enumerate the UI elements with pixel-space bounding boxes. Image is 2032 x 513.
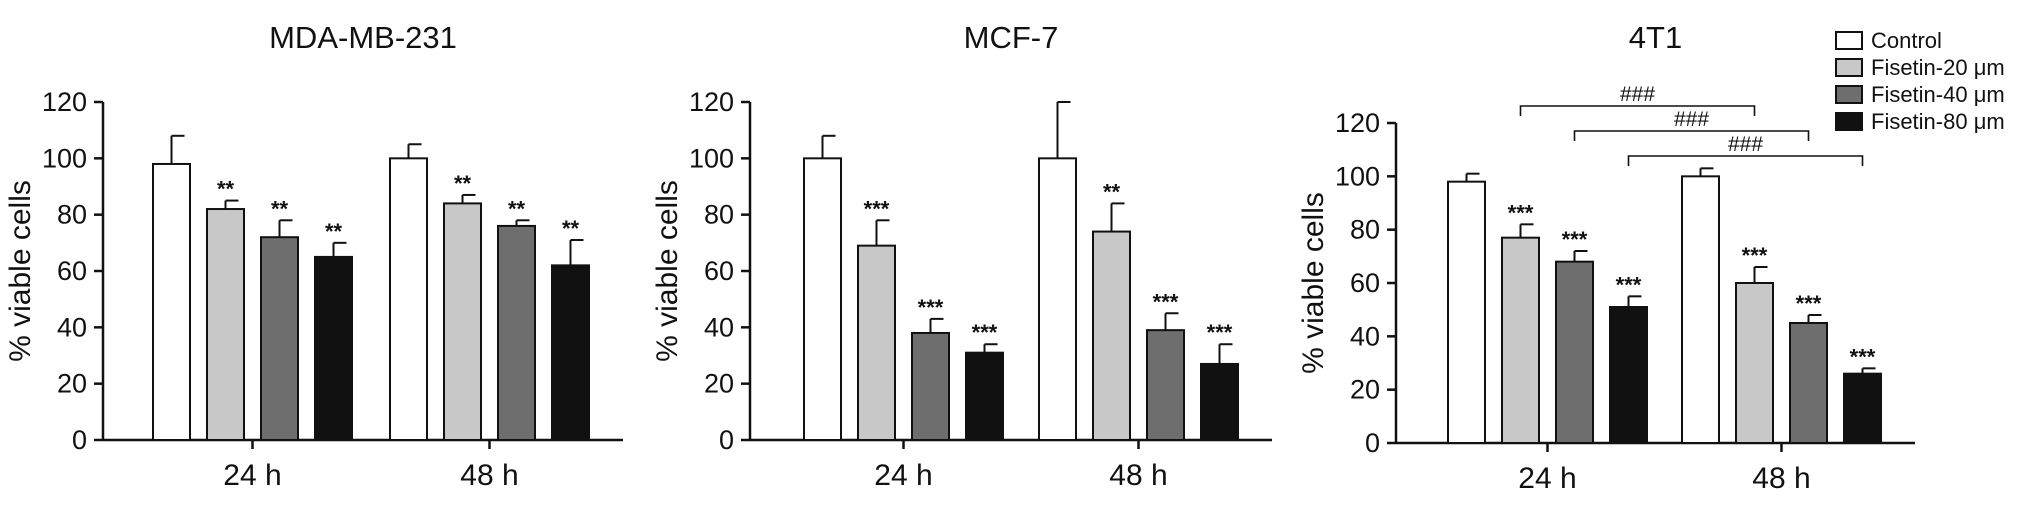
bar (389, 157, 428, 441)
significance-label: *** (1207, 320, 1233, 345)
bar (1555, 260, 1594, 444)
x-tick-label: 48 h (1109, 459, 1167, 492)
bar (152, 162, 191, 441)
bar (857, 244, 896, 441)
y-tick-label: 0 (1365, 428, 1380, 458)
significance-label: ** (217, 177, 235, 202)
x-tick-label: 24 h (874, 459, 932, 492)
bar (314, 255, 353, 441)
significance-label: *** (972, 320, 998, 345)
significance-label: *** (1796, 291, 1822, 316)
comparison-bracket (1573, 130, 1810, 141)
legend-swatch (1835, 58, 1863, 77)
significance-label: ** (508, 196, 526, 221)
legend-label: Fisetin-80 μm (1871, 109, 2005, 134)
y-tick-label: 0 (72, 425, 87, 455)
y-tick-label: 80 (57, 200, 87, 230)
chart-title: MDA-MB-231 (269, 20, 457, 55)
significance-label: ** (325, 219, 343, 244)
y-tick-label: 100 (1335, 161, 1380, 191)
y-tick-label: 20 (1350, 375, 1380, 405)
y-tick-label: 120 (1335, 108, 1380, 138)
chart-panel-1: MDA-MB-231 0 20 40 60 80 100 120 % viable cells *… (4, 20, 623, 492)
significance-label: *** (1850, 344, 1876, 369)
legend-label: Fisetin-20 μm (1871, 55, 2005, 80)
bar (1609, 306, 1648, 444)
y-tick-label: 40 (57, 312, 87, 342)
bar (1501, 236, 1540, 444)
y-tick-label: 60 (57, 256, 87, 286)
bracket-label: ### (1620, 83, 1655, 106)
x-tick-label: 48 h (1752, 462, 1810, 495)
bracket-label: ### (1674, 108, 1709, 131)
bar (911, 331, 950, 442)
legend-swatch (1835, 112, 1863, 131)
legend-swatch (1835, 31, 1863, 50)
y-tick-label: 20 (57, 369, 87, 399)
significance-label: *** (1616, 272, 1642, 297)
bar (1789, 322, 1828, 444)
y-axis-label: % viable cells (4, 180, 37, 362)
y-tick-label: 40 (1350, 321, 1380, 351)
bar (1735, 282, 1774, 444)
bar (1681, 175, 1720, 444)
significance-label: ** (1103, 179, 1121, 204)
y-tick-label: 60 (704, 256, 734, 286)
y-tick-label: 100 (689, 143, 734, 173)
significance-label: *** (1742, 243, 1768, 268)
chart-panel-3: 4T1 0 20 40 60 80 100 120 % viable cells *** *** **… (1297, 20, 1915, 495)
y-axis-label: % viable cells (1297, 192, 1330, 374)
bar (206, 208, 245, 441)
bar (1200, 362, 1239, 442)
bar (443, 202, 482, 441)
bar (803, 157, 842, 441)
bar (1092, 230, 1131, 441)
comparison-bracket (1519, 105, 1756, 116)
significance-label: ** (454, 171, 472, 196)
bar (497, 224, 536, 441)
bar (965, 351, 1004, 441)
y-tick-label: 120 (689, 87, 734, 117)
significance-label: *** (1562, 227, 1588, 252)
significance-label: *** (864, 196, 890, 221)
y-tick-label: 80 (1350, 215, 1380, 245)
significance-label: ** (271, 196, 289, 221)
chart-title: 4T1 (1629, 20, 1682, 55)
comparison-bracket (1627, 155, 1864, 166)
legend-swatch (1835, 85, 1863, 104)
bar (1843, 372, 1882, 444)
significance-label: *** (1153, 289, 1179, 314)
chart-title: MCF-7 (964, 20, 1059, 55)
significance-label: *** (1508, 200, 1534, 225)
x-tick-label: 24 h (223, 459, 281, 492)
y-tick-label: 0 (719, 425, 734, 455)
y-tick-label: 20 (704, 369, 734, 399)
x-tick-label: 24 h (1518, 462, 1576, 495)
bar (1447, 180, 1486, 445)
y-axis-label: % viable cells (651, 180, 684, 362)
bar (1038, 157, 1077, 441)
significance-label: *** (918, 295, 944, 320)
y-tick-label: 40 (704, 312, 734, 342)
bar (1146, 329, 1185, 441)
y-tick-label: 80 (704, 200, 734, 230)
x-tick-label: 48 h (460, 459, 518, 492)
y-tick-label: 100 (42, 143, 87, 173)
legend-label: Control (1871, 28, 1942, 53)
significance-label: ** (562, 216, 580, 241)
bracket-label: ### (1728, 133, 1763, 156)
legend-label: Fisetin-40 μm (1871, 82, 2005, 107)
y-tick-label: 120 (42, 87, 87, 117)
y-tick-label: 60 (1350, 268, 1380, 298)
bar (260, 236, 299, 441)
bar (551, 264, 590, 441)
